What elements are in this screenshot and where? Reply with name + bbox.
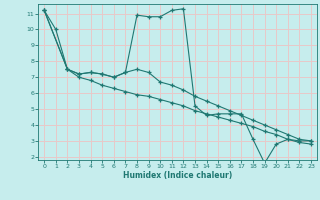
X-axis label: Humidex (Indice chaleur): Humidex (Indice chaleur) (123, 171, 232, 180)
